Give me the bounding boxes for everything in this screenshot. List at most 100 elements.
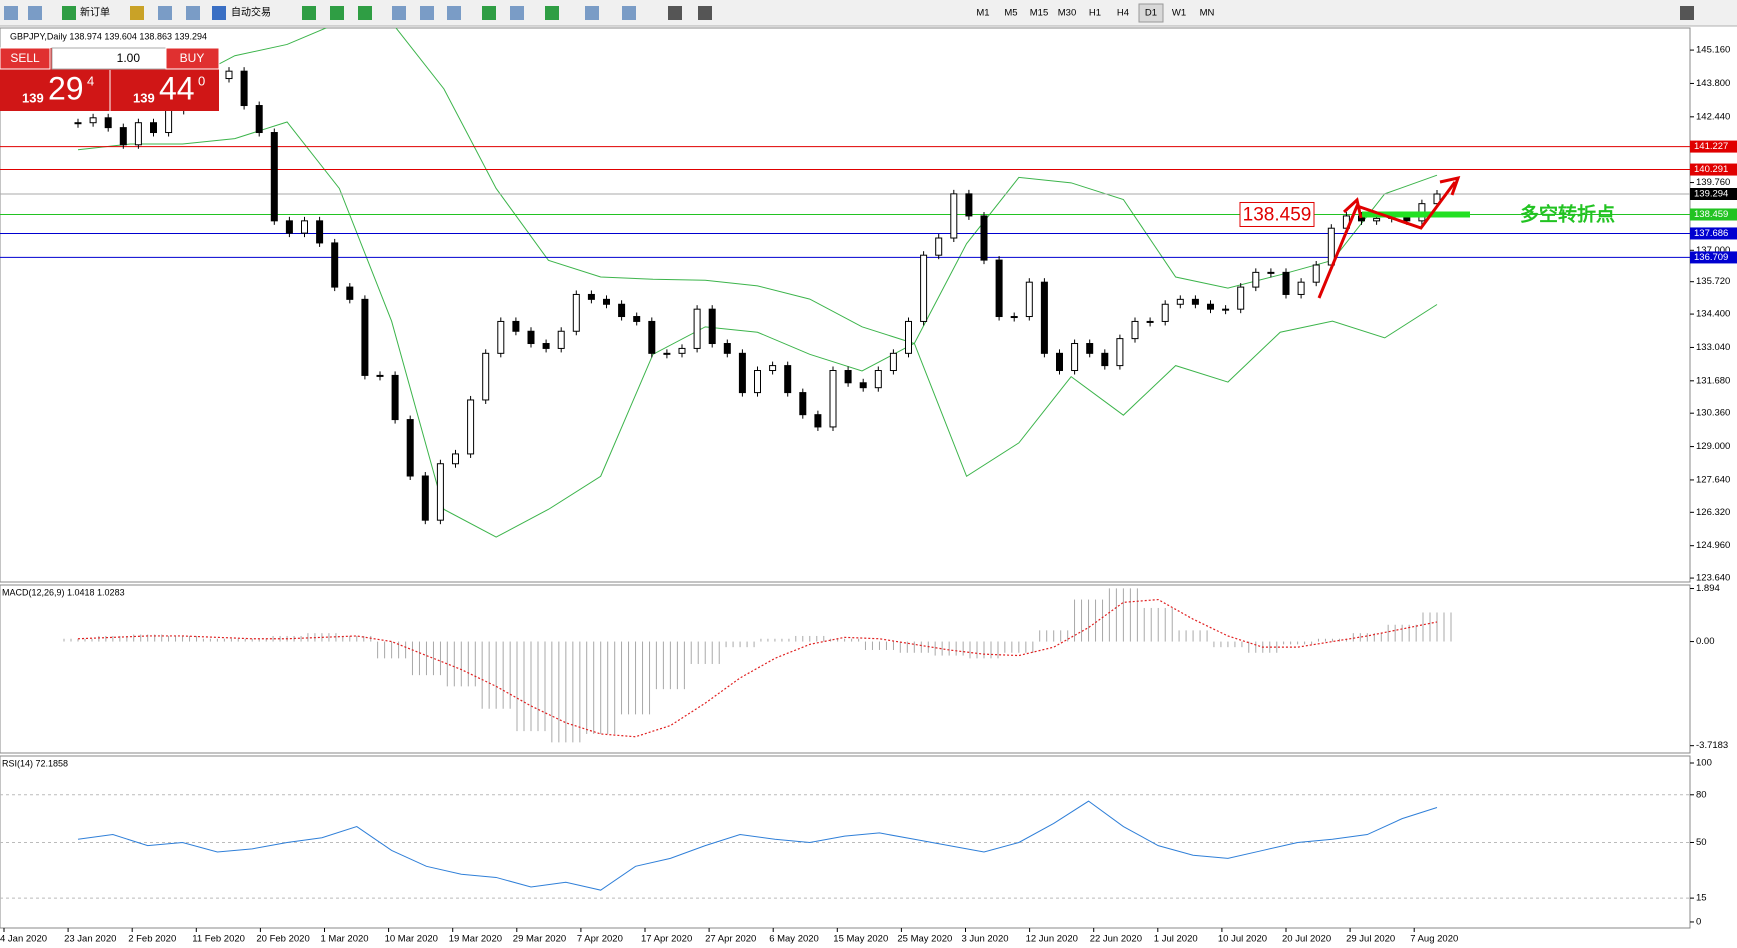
icon[interactable] — [668, 6, 682, 20]
icon[interactable] — [585, 6, 599, 20]
y-tick-label: 0 — [1696, 916, 1701, 927]
timeframe-button[interactable]: M5 — [1004, 8, 1017, 19]
rsi-panel — [0, 755, 1691, 929]
icon[interactable] — [447, 6, 461, 20]
timeframe-button[interactable]: M1 — [976, 8, 989, 19]
candle — [874, 370, 882, 389]
icon[interactable] — [510, 6, 524, 20]
candle — [406, 419, 414, 477]
candle — [678, 347, 686, 354]
icon[interactable] — [622, 6, 636, 20]
candle — [648, 320, 656, 354]
arrow-path — [1317, 181, 1457, 299]
icon[interactable] — [186, 6, 200, 20]
candle — [1373, 217, 1381, 222]
buy-button[interactable] — [165, 47, 220, 70]
x-tick-label: 20 Jul 2020 — [1282, 934, 1331, 945]
icon[interactable] — [1680, 6, 1694, 20]
candle — [814, 414, 822, 428]
y-tick-label: 1.894 — [1696, 583, 1720, 594]
timeframe-button[interactable]: H1 — [1089, 8, 1101, 19]
icon[interactable] — [62, 6, 76, 20]
timeframe-button[interactable]: MN — [1200, 8, 1215, 19]
candle — [1207, 303, 1214, 310]
icon[interactable] — [482, 6, 496, 20]
candle — [587, 293, 595, 300]
annotation-box — [1239, 201, 1315, 227]
x-tick-label: 20 Feb 2020 — [256, 934, 309, 945]
main-plot: 138.459 多空转折点 — [0, 28, 1690, 538]
level-label: 139.294 — [1694, 189, 1728, 200]
new-order[interactable]: 新订单 — [80, 6, 110, 19]
sell-big: 29 — [48, 70, 84, 106]
y-tick-label: 100 — [1696, 758, 1712, 769]
buy-sup: 0 — [198, 73, 205, 88]
sell-button[interactable] — [0, 47, 51, 70]
x-tick-label: 4 Jan 2020 — [0, 934, 47, 945]
x-tick-label: 10 Mar 2020 — [385, 934, 438, 945]
x-tick-label: 7 Aug 2020 — [1410, 934, 1458, 945]
macd-panel — [0, 584, 1691, 754]
icon[interactable] — [330, 6, 344, 20]
candle — [391, 374, 399, 421]
candle — [361, 298, 369, 376]
y-tick-label: 80 — [1696, 789, 1707, 800]
annotation-value: 138.459 — [1243, 205, 1312, 226]
icon[interactable] — [392, 6, 406, 20]
candle — [1433, 193, 1441, 205]
candle — [316, 220, 324, 244]
line — [77, 28, 1438, 345]
candle — [1040, 281, 1048, 354]
icon[interactable] — [212, 6, 226, 20]
candle — [301, 220, 308, 234]
candle — [1025, 281, 1033, 318]
candle — [452, 453, 459, 465]
icon[interactable] — [698, 6, 712, 20]
candle — [421, 475, 429, 521]
lot-input[interactable] — [51, 47, 167, 70]
timeframe-button[interactable]: W1 — [1172, 8, 1186, 19]
x-tick-label: 19 Mar 2020 — [449, 934, 502, 945]
candle — [542, 343, 550, 349]
icon[interactable] — [28, 6, 42, 20]
candle — [859, 382, 867, 389]
line — [77, 800, 1438, 891]
icon[interactable] — [158, 6, 172, 20]
level-label: 141.227 — [1694, 141, 1728, 152]
candle — [436, 463, 444, 521]
candle — [708, 308, 716, 345]
lot-value[interactable]: 1.00 — [117, 51, 141, 65]
buy-big: 44 — [159, 70, 195, 106]
candle — [950, 193, 958, 239]
y-tick-label: 15 — [1696, 893, 1707, 904]
icon[interactable] — [130, 6, 144, 20]
candle — [738, 352, 746, 394]
buy-label[interactable]: BUY — [180, 51, 205, 65]
auto-trading[interactable]: 自动交易 — [231, 6, 271, 19]
candle — [784, 365, 792, 394]
x-tick-label: 1 Jul 2020 — [1154, 934, 1198, 945]
icon[interactable] — [4, 6, 18, 20]
turning-bar — [1362, 211, 1470, 218]
candle — [1297, 281, 1305, 295]
timeframe-button[interactable]: M15 — [1030, 8, 1048, 19]
icon[interactable] — [545, 6, 559, 20]
timeframe-button[interactable]: M30 — [1058, 8, 1076, 19]
y-tick-label: 0.00 — [1696, 636, 1715, 647]
candle — [1176, 298, 1184, 305]
candle — [935, 237, 943, 256]
timeframe-button[interactable]: D1 — [1145, 8, 1157, 19]
timeframe-button[interactable]: H4 — [1117, 8, 1129, 19]
candle — [693, 308, 701, 349]
rsi-plot — [0, 794, 1690, 899]
y-tick-label: 142.440 — [1696, 111, 1730, 122]
candle — [844, 370, 852, 384]
candle — [799, 392, 807, 416]
icon[interactable] — [420, 6, 434, 20]
level-label: 136.709 — [1694, 252, 1728, 263]
x-tick-label: 29 Jul 2020 — [1346, 934, 1395, 945]
y-tick-label: 137.000 — [1696, 245, 1730, 256]
icon[interactable] — [302, 6, 316, 20]
icon[interactable] — [358, 6, 372, 20]
sell-label[interactable]: SELL — [10, 51, 40, 65]
